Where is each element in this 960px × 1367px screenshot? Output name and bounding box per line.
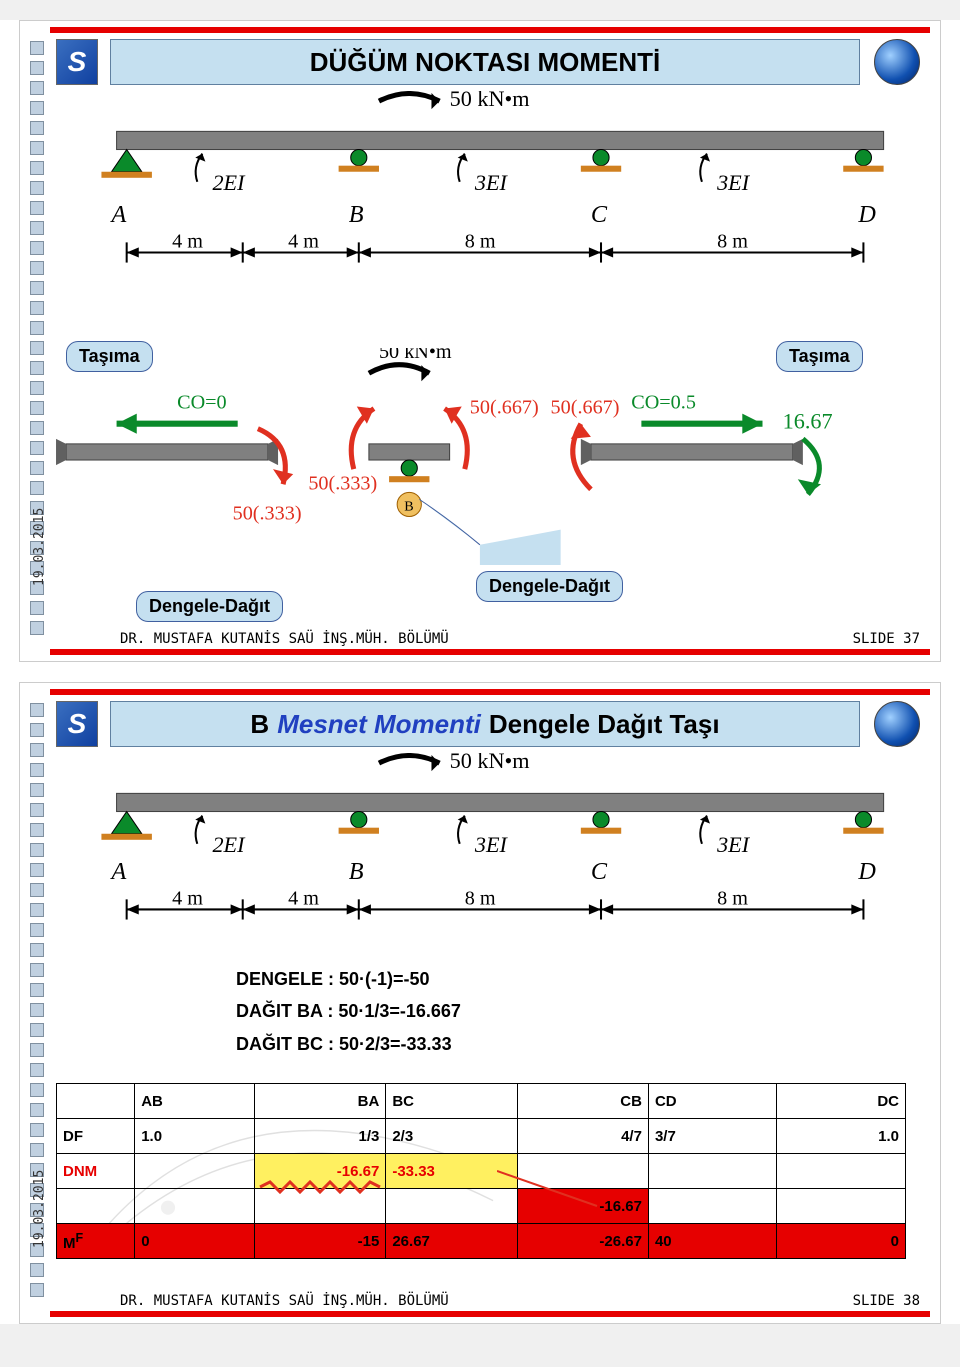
beam-diagram: 50 kN•m 2EI 3EI 3EI A B C D (56, 753, 924, 955)
divider-top (50, 689, 930, 695)
svg-text:50(.333): 50(.333) (233, 503, 302, 525)
table-row-carry: -16.67 (57, 1189, 906, 1224)
svg-text:3EI: 3EI (474, 832, 509, 857)
svg-text:B: B (404, 499, 413, 515)
svg-text:50(.667): 50(.667) (470, 397, 539, 419)
date-label: 19.03.2015 (32, 1170, 47, 1248)
dnm-ba: -16.67 (337, 1163, 380, 1180)
col-dc: DC (777, 1084, 906, 1119)
title-blue: Mesnet Momenti (277, 709, 481, 740)
table-row-dnm: DNM -16.67 -33.33 (57, 1154, 906, 1189)
svg-text:4 m: 4 m (288, 230, 319, 252)
slide-number: SLIDE 37 (853, 631, 920, 647)
svg-text:8 m: 8 m (465, 230, 496, 252)
divider-bottom (50, 1311, 930, 1317)
carryover-arrow-icon (497, 1166, 607, 1216)
svg-text:A: A (110, 201, 127, 228)
svg-text:50 kN•m: 50 kN•m (379, 348, 452, 363)
row-label: DNM (57, 1154, 135, 1189)
logo-icon: S (56, 701, 98, 747)
co-right: CO=0.5 (631, 392, 696, 414)
title-text: DÜĞÜM NOKTASI MOMENTİ (310, 47, 661, 78)
svg-text:3EI: 3EI (474, 170, 509, 195)
slide-footer: DR. MUSTAFA KUTANİS SAÜ İNŞ.MÜH. BÖLÜMÜ … (120, 631, 920, 647)
date-label: 19.03.2015 (32, 508, 47, 586)
slide-title: B Mesnet Momenti Dengele Dağıt Taşı (110, 701, 860, 747)
footer-author: DR. MUSTAFA KUTANİS SAÜ İNŞ.MÜH. BÖLÜMÜ (120, 1293, 449, 1309)
svg-text:2EI: 2EI (212, 170, 246, 195)
svg-text:3EI: 3EI (716, 170, 751, 195)
svg-text:B: B (349, 858, 364, 885)
globe-icon (874, 39, 920, 85)
globe-icon (874, 701, 920, 747)
svg-text:4 m: 4 m (172, 887, 203, 909)
col-ba: BA (255, 1084, 386, 1119)
svg-text:50(.667): 50(.667) (551, 397, 620, 419)
logo-icon: S (56, 39, 98, 85)
beam-diagram-top: 50 kN•m 2EI 3EI 3EI A B C (56, 91, 924, 313)
table-row-df: DF 1.0 1/3 2/3 4/7 3/7 1.0 (57, 1119, 906, 1154)
svg-text:8 m: 8 m (717, 230, 748, 252)
calc-line-1: DENGELE : 50·(-1)=-50 (236, 963, 461, 995)
callout-dengele-right: Dengele-Dağıt (476, 571, 623, 602)
slide-number: SLIDE 38 (853, 1293, 920, 1309)
table-row-final: MF 0 -15 26.67 -26.67 40 0 (57, 1224, 906, 1259)
col-cd: CD (648, 1084, 777, 1119)
beam-body (117, 131, 884, 149)
distribution-table: AB BA BC CB CD DC DF 1.0 1/3 2/3 4/7 3/7… (56, 1083, 906, 1259)
svg-text:B: B (349, 201, 364, 228)
co-left: CO=0 (177, 392, 226, 414)
col-cb: CB (517, 1084, 648, 1119)
slide-37: S DÜĞÜM NOKTASI MOMENTİ 19.03.2015 50 kN… (19, 20, 941, 662)
svg-text:50 kN•m: 50 kN•m (450, 753, 530, 773)
svg-text:C: C (591, 858, 608, 885)
slide-content: 50 kN•m 2EI 3EI 3EI A B C (56, 91, 924, 621)
col-bc: BC (386, 1084, 517, 1119)
zigzag-underline-icon (255, 1180, 385, 1194)
svg-text:4 m: 4 m (288, 887, 319, 909)
slide-38: S B Mesnet Momenti Dengele Dağıt Taşı 19… (19, 682, 941, 1324)
svg-text:4 m: 4 m (172, 230, 203, 252)
moment-label: 50 kN•m (450, 91, 530, 111)
svg-text:50(.333): 50(.333) (308, 472, 377, 494)
svg-text:C: C (591, 201, 608, 228)
svg-text:3EI: 3EI (716, 832, 751, 857)
divider-top (50, 27, 930, 33)
calculation-block: DENGELE : 50·(-1)=-50 DAĞIT BA : 50·1/3=… (236, 963, 461, 1060)
slide-content: 50 kN•m 2EI 3EI 3EI A B C D (56, 753, 924, 1283)
slide-title: DÜĞÜM NOKTASI MOMENTİ (110, 39, 860, 85)
svg-text:D: D (857, 858, 876, 885)
footer-author: DR. MUSTAFA KUTANİS SAÜ İNŞ.MÜH. BÖLÜMÜ (120, 631, 449, 647)
svg-text:2EI: 2EI (212, 832, 246, 857)
svg-text:8 m: 8 m (717, 887, 748, 909)
title-prefix: B (250, 709, 269, 740)
calc-line-2: DAĞIT BA : 50·1/3=-16.667 (236, 995, 461, 1027)
divider-bottom (50, 649, 930, 655)
svg-text:A: A (110, 858, 127, 885)
col-ab: AB (135, 1084, 255, 1119)
slide-footer: DR. MUSTAFA KUTANİS SAÜ İNŞ.MÜH. BÖLÜMÜ … (120, 1293, 920, 1309)
dnm-bc: -33.33 (392, 1163, 435, 1180)
callout-dengele-left: Dengele-Dağıt (136, 591, 283, 622)
calc-line-3: DAĞIT BC : 50·2/3=-33.33 (236, 1028, 461, 1060)
title-suffix: Dengele Dağıt Taşı (489, 709, 720, 740)
row-label: MF (57, 1224, 135, 1259)
carryover-value: 16.67 (783, 409, 833, 434)
callout-tasima-right: Taşıma (776, 341, 863, 372)
svg-text:D: D (857, 201, 876, 228)
svg-text:8 m: 8 m (465, 887, 496, 909)
callout-tasima-left: Taşıma (66, 341, 153, 372)
table-header-row: AB BA BC CB CD DC (57, 1084, 906, 1119)
row-label: DF (57, 1119, 135, 1154)
